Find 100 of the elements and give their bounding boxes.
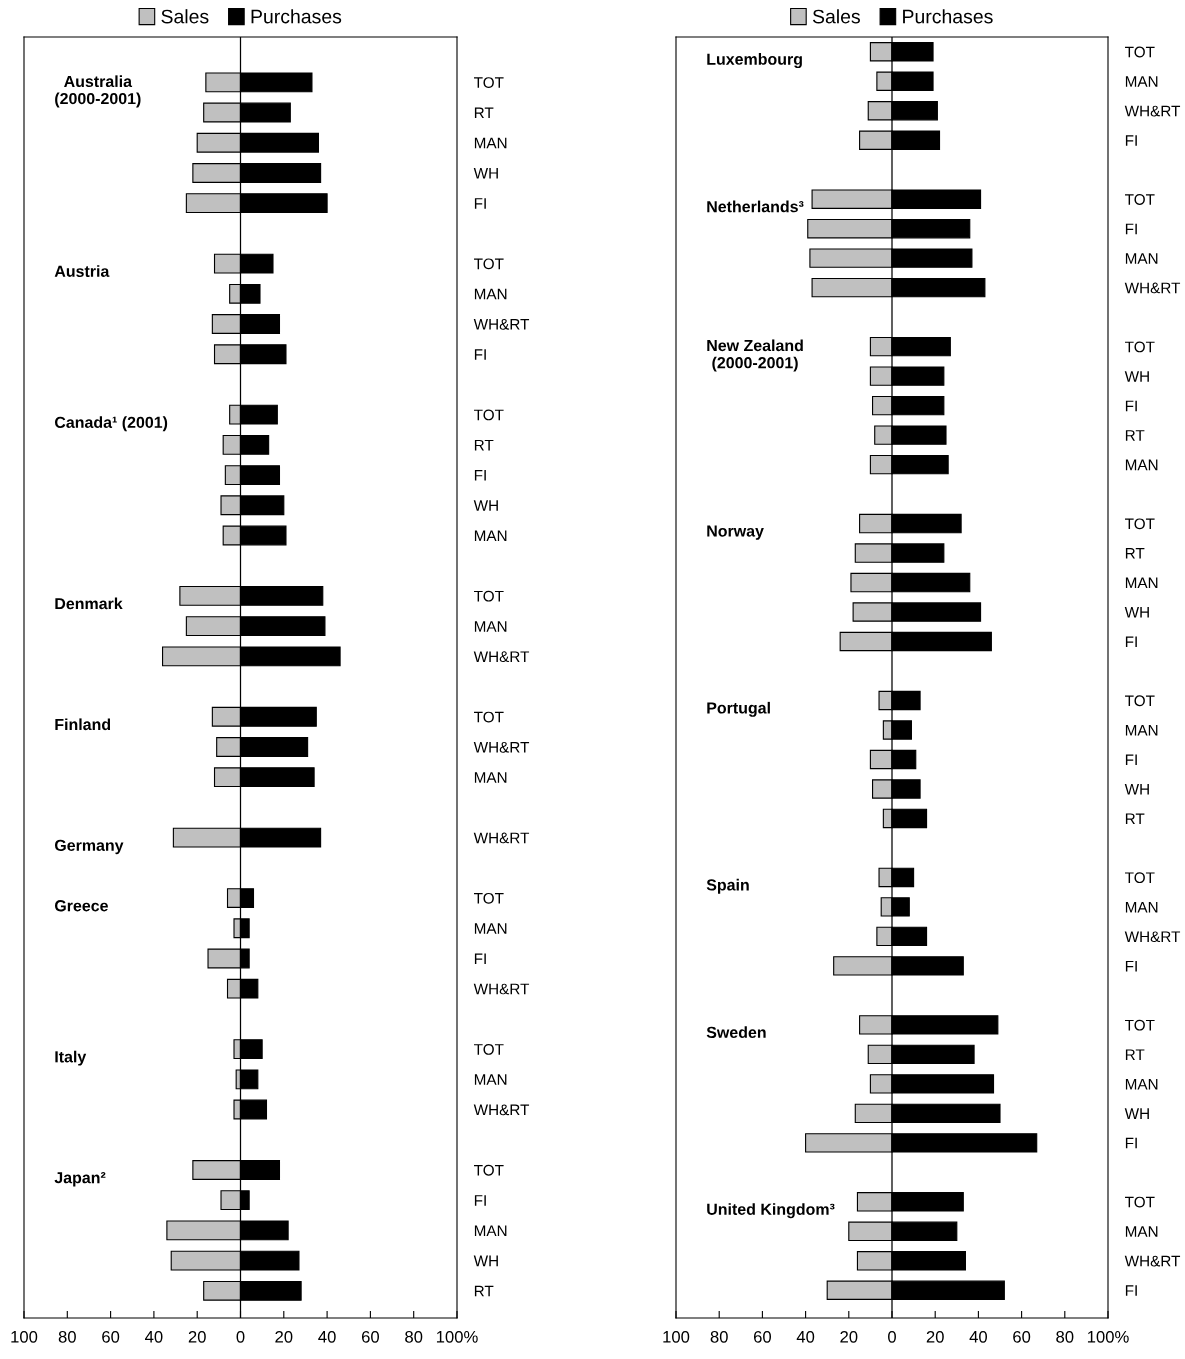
- y-tick-label: MAN: [1125, 1078, 1158, 1090]
- y-tick-label: WH&RT: [1124, 1255, 1181, 1267]
- y-tick-label: TOT: [474, 1043, 504, 1055]
- annotation: Finland: [55, 718, 111, 731]
- y-tick-label: WH&RT: [1124, 931, 1181, 943]
- y-tick-label: TOT: [474, 1164, 504, 1176]
- annotation: Canada¹ (2001): [54, 416, 168, 432]
- x-tick-label: 40: [796, 1330, 815, 1343]
- annotation: Portugal: [707, 701, 770, 717]
- y-tick-label: WH&RT: [1124, 105, 1181, 117]
- y-tick-label: MAN: [1125, 901, 1158, 913]
- y-tick-label: TOT: [1125, 46, 1155, 58]
- annotation: New Zealand (2000-2001): [707, 339, 803, 372]
- y-tick-label: FI: [1125, 636, 1137, 648]
- y-tick-label: TOT: [1125, 518, 1155, 530]
- x-tick-label: 80: [58, 1330, 76, 1343]
- y-tick-label: MAN: [474, 923, 507, 934]
- x-tick-label: 80: [710, 1330, 728, 1343]
- annotation: Greece: [54, 900, 108, 912]
- annotation: Netherlands³: [707, 200, 804, 213]
- annotation: Japan²: [54, 1172, 106, 1187]
- annotation: Luxembourg: [707, 53, 802, 69]
- y-tick-label: WH&RT: [473, 741, 530, 753]
- x-tick-label: 60: [1013, 1330, 1031, 1343]
- legend-label: Sales: [161, 9, 209, 24]
- x-tick-label: 20: [188, 1330, 206, 1343]
- y-tick-label: TOT: [1125, 194, 1155, 205]
- y-tick-label: MAN: [1125, 577, 1158, 589]
- y-tick-label: WH&RT: [473, 983, 530, 995]
- x-tick-label: 20: [275, 1330, 293, 1343]
- y-tick-label: WH: [1124, 371, 1149, 382]
- y-tick-label: TOT: [1125, 1019, 1155, 1031]
- y-tick-label: MAN: [474, 1074, 507, 1085]
- annotation: Spain: [706, 878, 749, 894]
- y-tick-label: FI: [474, 470, 486, 481]
- y-tick-label: TOT: [474, 409, 504, 421]
- y-tick-label: WH: [1124, 1108, 1149, 1119]
- annotation: Sweden: [706, 1026, 766, 1039]
- y-tick-label: MAN: [1125, 1226, 1158, 1237]
- y-tick-label: TOT: [474, 258, 504, 270]
- legend-label: Purchases: [903, 9, 993, 24]
- y-tick-label: WH: [1124, 607, 1149, 618]
- y-tick-label: FI: [1125, 754, 1137, 766]
- x-tick-label: 40: [145, 1330, 163, 1343]
- y-tick-label: RT: [1125, 430, 1145, 441]
- annotation: Australia (2000-2001): [55, 75, 141, 108]
- y-tick-label: TOT: [1125, 695, 1155, 707]
- y-tick-label: RT: [1125, 813, 1145, 824]
- y-tick-label: TOT: [474, 590, 504, 602]
- y-tick-label: FI: [474, 198, 486, 209]
- y-tick-label: FI: [1125, 1285, 1137, 1296]
- x-tick-label: 0: [888, 1330, 896, 1343]
- y-tick-label: WH&RT: [473, 832, 530, 844]
- legend-label: Purchases: [251, 9, 342, 24]
- y-tick-label: WH: [473, 1255, 498, 1267]
- y-tick-label: MAN: [474, 530, 507, 542]
- y-tick-label: FI: [1125, 223, 1137, 235]
- x-tick-label: 100%: [436, 1330, 478, 1343]
- x-tick-label: 0: [236, 1330, 245, 1343]
- y-tick-label: FI: [1125, 400, 1137, 412]
- y-tick-label: MAN: [1125, 459, 1158, 471]
- x-tick-label: 20: [926, 1330, 944, 1343]
- annotation: Germany: [54, 839, 124, 855]
- y-tick-label: RT: [474, 107, 494, 119]
- x-tick-label: 100%: [1087, 1330, 1129, 1343]
- y-tick-label: FI: [1125, 1137, 1137, 1149]
- y-tick-label: WH&RT: [473, 318, 530, 330]
- y-tick-label: WH: [473, 500, 498, 511]
- y-tick-label: TOT: [1125, 341, 1155, 353]
- annotation: Denmark: [55, 597, 123, 610]
- x-tick-label: 100: [663, 1330, 690, 1343]
- y-tick-label: FI: [1125, 135, 1137, 146]
- y-tick-label: WH&RT: [473, 1104, 530, 1116]
- x-tick-label: 40: [318, 1330, 336, 1343]
- x-tick-label: 60: [102, 1330, 120, 1343]
- y-tick-label: TOT: [474, 892, 504, 904]
- y-tick-label: FI: [474, 1195, 486, 1206]
- x-tick-label: 20: [840, 1330, 858, 1343]
- y-tick-label: TOT: [1125, 1196, 1155, 1208]
- y-tick-label: MAN: [1125, 76, 1158, 87]
- y-tick-label: MAN: [474, 288, 507, 300]
- y-tick-label: MAN: [1125, 725, 1158, 736]
- x-tick-label: 80: [405, 1330, 423, 1343]
- y-tick-label: WH: [1124, 783, 1149, 795]
- y-tick-label: MAN: [474, 621, 507, 632]
- annotation: Norway: [707, 525, 764, 540]
- y-tick-label: RT: [474, 1285, 494, 1297]
- annotation: Austria: [54, 265, 110, 277]
- y-tick-label: MAN: [474, 1225, 507, 1236]
- annotation: United Kingdom³: [707, 1203, 835, 1219]
- y-tick-label: FI: [474, 349, 486, 360]
- y-tick-label: WH&RT: [473, 651, 530, 663]
- y-tick-label: TOT: [1125, 872, 1155, 884]
- x-tick-label: 60: [753, 1330, 772, 1343]
- y-tick-label: MAN: [474, 772, 507, 783]
- y-tick-label: TOT: [474, 77, 504, 88]
- y-tick-label: WH&RT: [1124, 282, 1181, 294]
- y-tick-label: RT: [474, 439, 494, 451]
- x-tick-label: 80: [1056, 1330, 1074, 1343]
- x-tick-label: 100: [11, 1330, 38, 1343]
